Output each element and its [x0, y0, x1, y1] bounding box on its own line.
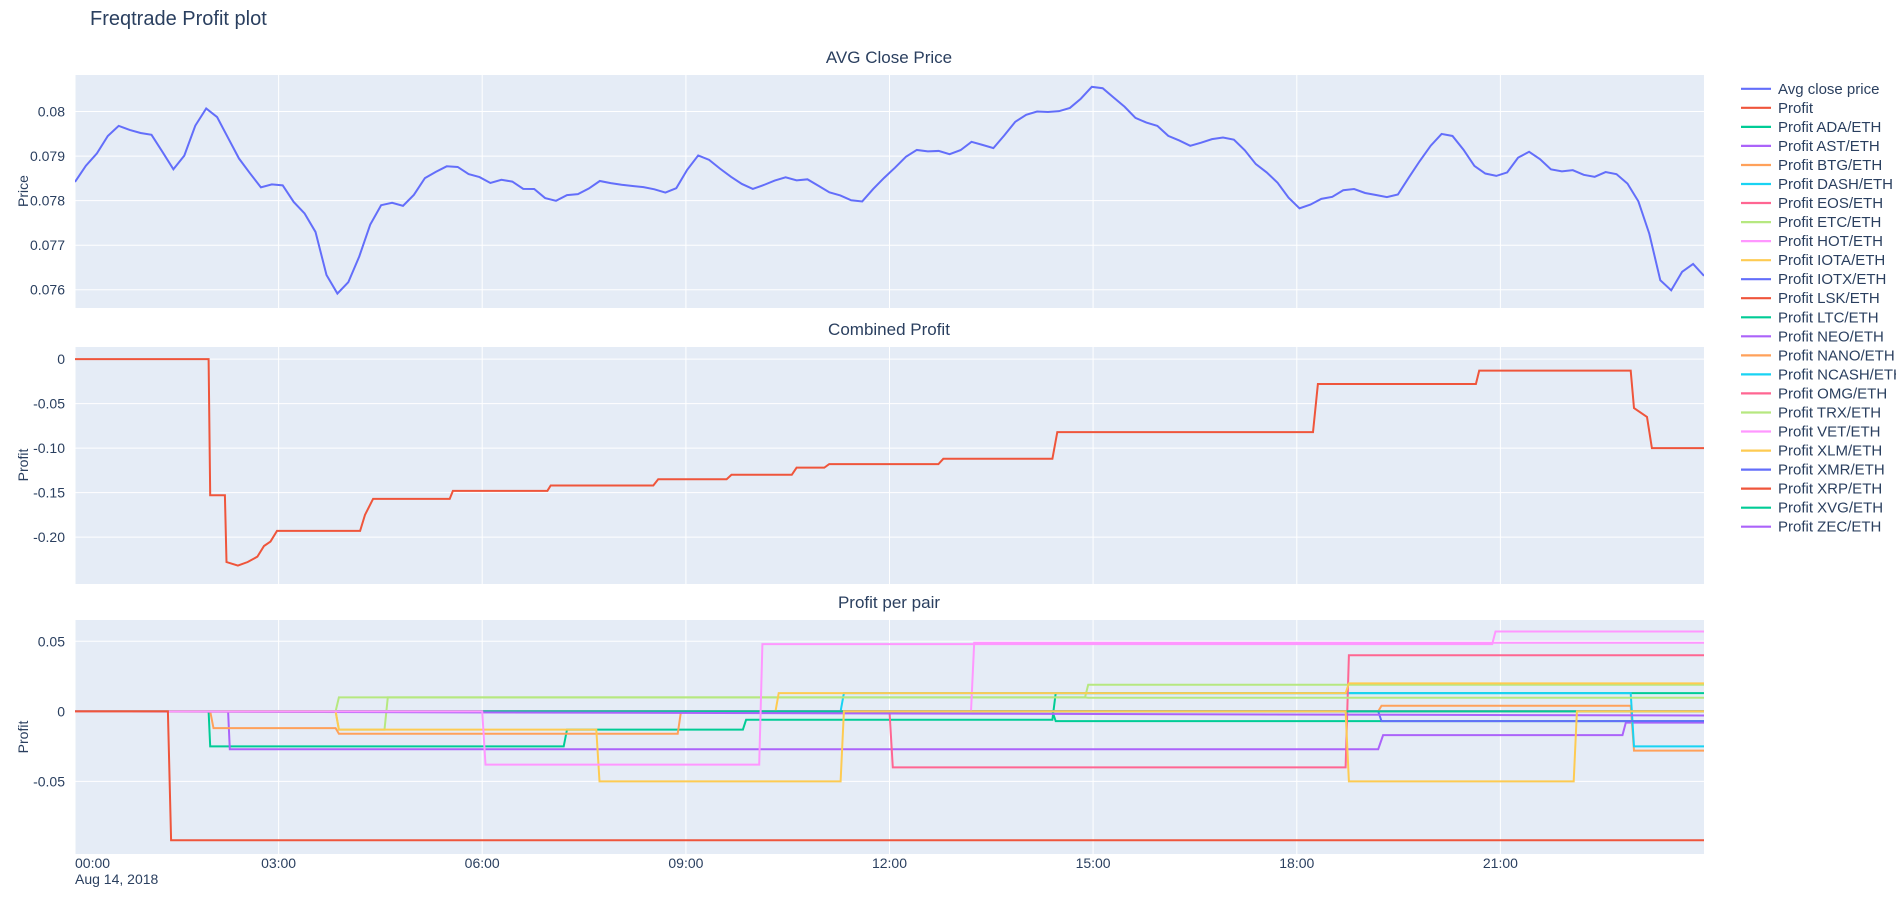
svg-text:Avg close price: Avg close price — [1778, 81, 1879, 98]
svg-text:Aug 14, 2018: Aug 14, 2018 — [75, 871, 159, 887]
svg-text:Profit AST/ETH: Profit AST/ETH — [1778, 138, 1880, 155]
svg-text:Profit HOT/ETH: Profit HOT/ETH — [1778, 233, 1883, 250]
svg-text:Profit: Profit — [15, 449, 31, 482]
svg-text:0.05: 0.05 — [38, 633, 65, 649]
svg-text:0: 0 — [57, 703, 65, 719]
svg-text:Profit TRX/ETH: Profit TRX/ETH — [1778, 405, 1881, 422]
svg-text:Profit ZEC/ETH: Profit ZEC/ETH — [1778, 519, 1881, 536]
svg-text:Profit ETC/ETH: Profit ETC/ETH — [1778, 214, 1881, 231]
svg-text:0: 0 — [57, 351, 65, 367]
svg-text:Profit ADA/ETH: Profit ADA/ETH — [1778, 119, 1881, 136]
svg-text:Price: Price — [15, 175, 31, 207]
svg-text:Profit IOTX/ETH: Profit IOTX/ETH — [1778, 271, 1886, 288]
svg-text:-0.05: -0.05 — [33, 773, 65, 789]
svg-text:Profit: Profit — [1778, 100, 1814, 117]
svg-text:Profit XMR/ETH: Profit XMR/ETH — [1778, 462, 1885, 479]
svg-text:0.08: 0.08 — [38, 104, 65, 120]
svg-text:18:00: 18:00 — [1279, 855, 1314, 871]
svg-text:00:00: 00:00 — [75, 855, 110, 871]
svg-text:AVG Close Price: AVG Close Price — [826, 48, 952, 67]
svg-text:Profit XLM/ETH: Profit XLM/ETH — [1778, 443, 1882, 460]
svg-text:0.077: 0.077 — [30, 237, 65, 253]
svg-text:0.076: 0.076 — [30, 282, 65, 298]
svg-text:21:00: 21:00 — [1483, 855, 1518, 871]
svg-text:Profit: Profit — [15, 721, 31, 754]
svg-text:Profit EOS/ETH: Profit EOS/ETH — [1778, 195, 1883, 212]
svg-text:Profit XVG/ETH: Profit XVG/ETH — [1778, 500, 1883, 517]
svg-text:Profit DASH/ETH: Profit DASH/ETH — [1778, 176, 1893, 193]
svg-text:0.078: 0.078 — [30, 193, 65, 209]
svg-text:15:00: 15:00 — [1076, 855, 1111, 871]
svg-text:-0.20: -0.20 — [33, 529, 65, 545]
svg-text:Profit XRP/ETH: Profit XRP/ETH — [1778, 481, 1882, 498]
svg-text:-0.15: -0.15 — [33, 485, 65, 501]
svg-text:Profit LTC/ETH: Profit LTC/ETH — [1778, 309, 1879, 326]
svg-text:09:00: 09:00 — [668, 855, 703, 871]
svg-text:03:00: 03:00 — [261, 855, 296, 871]
svg-text:Profit NANO/ETH: Profit NANO/ETH — [1778, 347, 1895, 364]
svg-text:Profit BTG/ETH: Profit BTG/ETH — [1778, 157, 1882, 174]
svg-text:-0.05: -0.05 — [33, 396, 65, 412]
svg-text:0.079: 0.079 — [30, 148, 65, 164]
svg-text:Profit per pair: Profit per pair — [838, 593, 940, 612]
svg-text:Profit IOTA/ETH: Profit IOTA/ETH — [1778, 252, 1885, 269]
svg-text:Profit NCASH/ETH: Profit NCASH/ETH — [1778, 366, 1896, 383]
svg-text:Profit LSK/ETH: Profit LSK/ETH — [1778, 290, 1880, 307]
svg-text:Profit VET/ETH: Profit VET/ETH — [1778, 424, 1881, 441]
svg-text:12:00: 12:00 — [872, 855, 907, 871]
svg-text:Profit NEO/ETH: Profit NEO/ETH — [1778, 328, 1884, 345]
svg-text:-0.10: -0.10 — [33, 440, 65, 456]
svg-text:06:00: 06:00 — [465, 855, 500, 871]
svg-text:Combined Profit: Combined Profit — [828, 320, 950, 339]
svg-text:Profit OMG/ETH: Profit OMG/ETH — [1778, 385, 1887, 402]
